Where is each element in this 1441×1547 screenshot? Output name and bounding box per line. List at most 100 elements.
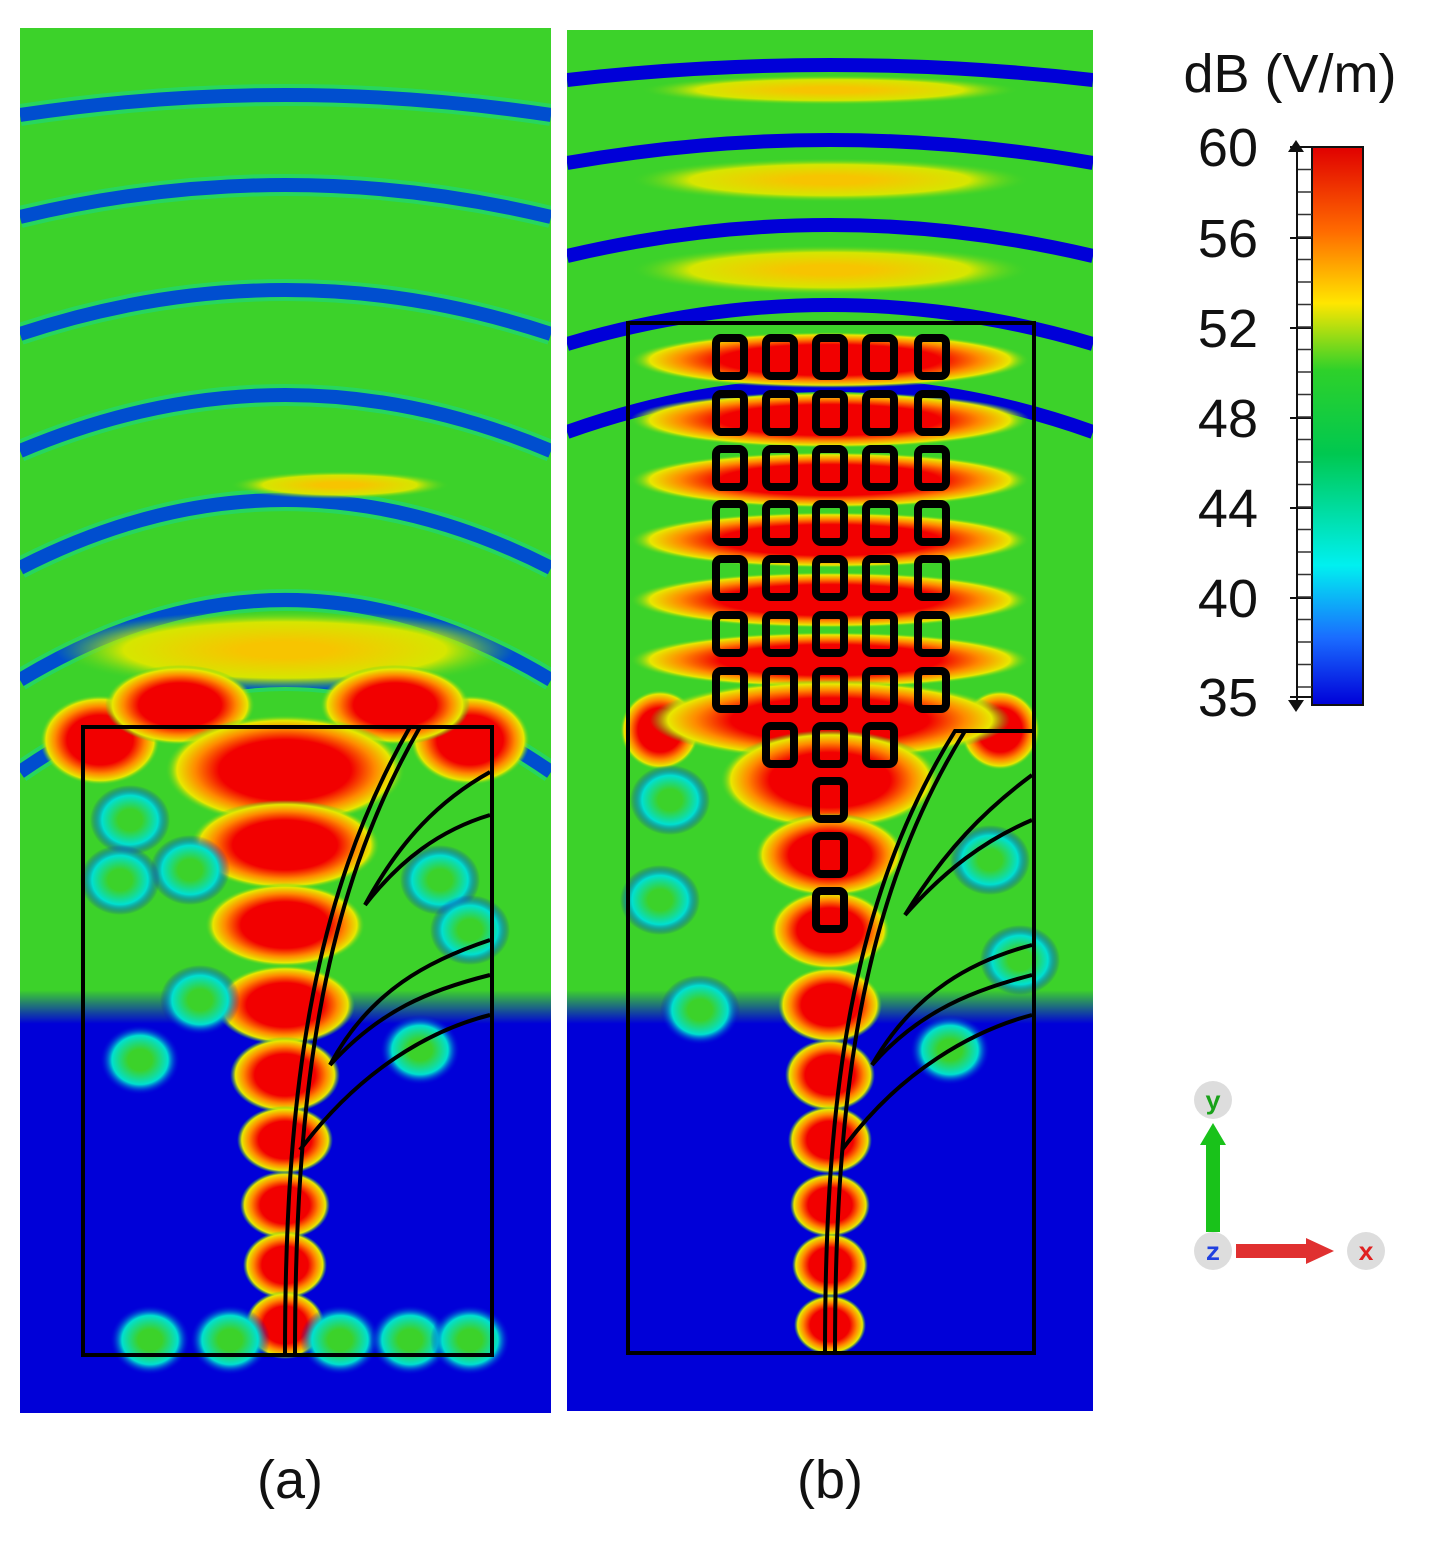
unit-cell	[812, 445, 848, 491]
colorbar	[1311, 146, 1364, 706]
unit-cell	[712, 555, 748, 601]
wave-halo	[20, 174, 551, 228]
hot-spot	[788, 1106, 872, 1174]
unit-cell	[862, 500, 898, 546]
wave-band	[20, 388, 551, 458]
axis-label: z	[1205, 1238, 1221, 1268]
hot-spot	[630, 632, 1030, 688]
unit-cell	[712, 390, 748, 436]
panel-label: (a)	[257, 1450, 323, 1510]
colorbar-tick-label: 40	[1198, 569, 1258, 629]
hot-spot	[190, 800, 380, 890]
unit-cell	[914, 445, 950, 491]
field-map-b	[567, 30, 1093, 1411]
hot-spot	[165, 715, 405, 825]
side-lobe	[980, 925, 1060, 995]
panel-label: (b)	[797, 1450, 863, 1510]
colorbar-tick-label: 48	[1198, 389, 1258, 449]
wave-band	[20, 178, 551, 224]
unit-cell	[762, 611, 798, 657]
unit-cell	[712, 334, 748, 380]
side-lobe	[380, 1015, 460, 1085]
unit-cell	[862, 555, 898, 601]
unit-cell	[914, 390, 950, 436]
side-lobe	[950, 825, 1030, 895]
hot-spot	[792, 1233, 868, 1297]
hot-spot	[237, 1106, 333, 1174]
unit-cell	[862, 390, 898, 436]
unit-cell	[862, 334, 898, 380]
side-lobe	[430, 1305, 510, 1375]
hot-spot	[215, 965, 355, 1045]
side-lobe	[150, 835, 230, 905]
wave-halo	[20, 84, 551, 126]
axis-triad: y z x	[1194, 1081, 1385, 1270]
wave-halo	[20, 489, 551, 578]
side-lobe	[660, 975, 740, 1045]
side-lobe	[620, 865, 700, 935]
side-lobe	[630, 765, 710, 835]
side-lobe	[100, 1025, 180, 1095]
unit-cell	[914, 611, 950, 657]
hot-spot	[794, 1295, 866, 1355]
side-lobe	[90, 785, 170, 855]
unit-cell	[812, 887, 848, 933]
unit-cell	[812, 722, 848, 768]
unit-cell	[862, 445, 898, 491]
unit-cell	[762, 334, 798, 380]
unit-cell	[712, 500, 748, 546]
unit-cell	[914, 334, 950, 380]
colorbar-tick-label: 56	[1198, 209, 1258, 269]
colorbar-tick-label: 52	[1198, 299, 1258, 359]
colorbar-tick-label: 35	[1198, 668, 1258, 728]
side-lobe	[190, 1305, 270, 1375]
unit-cell	[762, 500, 798, 546]
unit-cell	[862, 722, 898, 768]
hot-spot	[785, 1039, 875, 1111]
unit-cell	[914, 500, 950, 546]
hot-spot	[630, 452, 1030, 508]
field-map-a	[20, 28, 551, 1413]
side-lobe	[430, 895, 510, 965]
wave-band	[20, 493, 551, 575]
unit-cell	[762, 555, 798, 601]
wave-halo	[20, 384, 551, 462]
wave-band	[567, 298, 1093, 351]
unit-cell	[812, 611, 848, 657]
unit-cell	[812, 777, 848, 823]
unit-cell	[812, 334, 848, 380]
unit-cell	[712, 445, 748, 491]
side-lobe	[80, 845, 160, 915]
hot-spot	[630, 392, 1030, 448]
wave-band	[567, 133, 1093, 170]
unit-cell	[812, 555, 848, 601]
hot-spot	[230, 471, 450, 499]
hot-spot	[230, 1037, 340, 1113]
unit-cell	[762, 445, 798, 491]
axis-label: x	[1358, 1238, 1374, 1268]
wave-band	[20, 88, 551, 122]
wave-band	[20, 283, 551, 341]
outlines	[81, 321, 1036, 1357]
side-lobe	[370, 1305, 450, 1375]
hot-spot	[240, 1171, 330, 1239]
hot-spot	[640, 75, 1020, 105]
hot-spot	[755, 813, 905, 897]
side-lobe	[300, 1305, 380, 1375]
hot-spot	[630, 158, 1030, 202]
unit-cell	[812, 832, 848, 878]
wave-band	[567, 58, 1093, 87]
unit-cell	[762, 390, 798, 436]
unit-cell	[914, 555, 950, 601]
colorbar-title: dB (V/m)	[1183, 44, 1396, 104]
unit-cell	[914, 667, 950, 713]
side-lobe	[160, 965, 240, 1035]
colorbar-tick-label: 60	[1198, 118, 1258, 178]
axis-label: y	[1205, 1087, 1221, 1117]
colorbar-tick-label: 44	[1198, 479, 1258, 539]
unit-cell	[712, 611, 748, 657]
wave-band	[567, 218, 1093, 263]
unit-cell	[862, 611, 898, 657]
hot-spot	[630, 245, 1030, 295]
